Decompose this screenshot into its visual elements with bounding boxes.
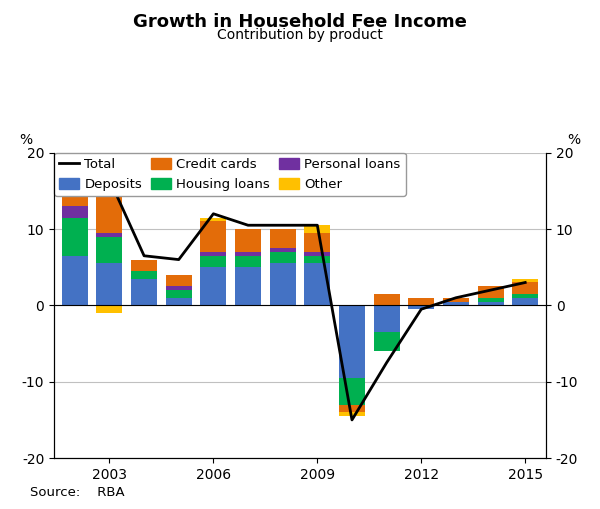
Bar xyxy=(339,405,365,412)
Bar xyxy=(97,237,122,264)
Bar xyxy=(374,332,400,351)
Bar xyxy=(97,264,122,305)
Bar xyxy=(200,252,226,256)
Bar xyxy=(304,225,331,233)
Text: %: % xyxy=(20,132,32,147)
Bar xyxy=(200,256,226,267)
Bar xyxy=(304,252,331,256)
Bar xyxy=(374,294,400,305)
Text: Contribution by product: Contribution by product xyxy=(217,28,383,42)
Bar xyxy=(62,256,88,305)
Bar xyxy=(512,298,538,305)
Bar xyxy=(339,378,365,405)
Bar xyxy=(131,279,157,305)
Bar xyxy=(97,305,122,313)
Bar xyxy=(269,229,296,248)
Bar xyxy=(166,290,192,298)
Bar xyxy=(166,298,192,305)
Bar xyxy=(62,157,88,206)
Bar xyxy=(166,287,192,290)
Bar xyxy=(166,275,192,287)
Bar xyxy=(408,298,434,305)
Bar xyxy=(235,256,261,267)
Bar xyxy=(512,294,538,298)
Bar xyxy=(478,287,503,298)
Legend: Total, Deposits, Credit cards, Housing loans, Personal loans, Other: Total, Deposits, Credit cards, Housing l… xyxy=(54,153,406,196)
Bar xyxy=(408,305,434,309)
Text: Growth in Household Fee Income: Growth in Household Fee Income xyxy=(133,13,467,31)
Bar xyxy=(131,260,157,271)
Bar xyxy=(200,221,226,252)
Bar xyxy=(200,267,226,305)
Bar xyxy=(62,218,88,256)
Bar xyxy=(235,252,261,256)
Bar xyxy=(269,252,296,264)
Bar xyxy=(235,267,261,305)
Bar xyxy=(339,305,365,378)
Bar xyxy=(374,305,400,332)
Bar xyxy=(269,264,296,305)
Bar xyxy=(304,264,331,305)
Bar xyxy=(339,412,365,416)
Bar xyxy=(235,229,261,252)
Bar xyxy=(512,282,538,294)
Bar xyxy=(478,298,503,302)
Text: %: % xyxy=(568,132,580,147)
Bar xyxy=(478,302,503,305)
Bar xyxy=(512,279,538,282)
Bar xyxy=(62,206,88,218)
Bar xyxy=(443,298,469,302)
Text: Source:    RBA: Source: RBA xyxy=(30,486,125,499)
Bar xyxy=(200,218,226,221)
Bar xyxy=(131,271,157,279)
Bar xyxy=(269,248,296,252)
Bar xyxy=(304,233,331,252)
Bar xyxy=(97,233,122,237)
Bar xyxy=(304,256,331,264)
Bar xyxy=(443,302,469,305)
Bar xyxy=(97,187,122,233)
